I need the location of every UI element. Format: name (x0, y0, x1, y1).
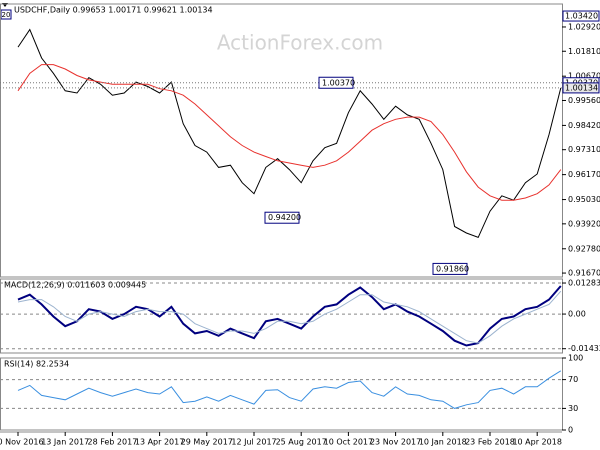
y-tick-label: 0.97310 (568, 145, 600, 154)
y-tick-label: 0.98420 (568, 121, 600, 130)
y-tick-label: 1.00670 (568, 72, 600, 81)
x-tick-label: 12 Jul 2017 (231, 438, 276, 447)
x-tick-label: 29 May 2017 (181, 438, 233, 447)
annotation-label: 1.00370 (322, 78, 355, 87)
y-tick-label: -0.014322 (568, 344, 600, 353)
annotation-label: 0.94200 (268, 213, 301, 222)
y-tick-label: 0.00 (568, 310, 586, 319)
x-tick-label: 13 Apr 2017 (135, 438, 184, 447)
y-tick-label: 0.95030 (568, 195, 600, 204)
x-tick-label: 10 Oct 2017 (324, 438, 373, 447)
y-tick-label: 0 (568, 426, 573, 435)
annotation-box (318, 76, 354, 89)
panel-title: USDCHF,Daily 0.99653 1.00171 0.99621 1.0… (14, 6, 213, 15)
y-tick-label: 0.96170 (568, 170, 600, 179)
x-tick-label: 23 Feb 2018 (465, 438, 515, 447)
y-tick-label: 1.01810 (568, 47, 600, 56)
price-marker-box (562, 10, 600, 22)
panel-title: MACD(12,26,9) 0.011603 0.009445 (4, 281, 146, 290)
annotation-label: 0.91860 (436, 264, 469, 273)
series-line (17, 370, 562, 409)
panel-border (0, 3, 563, 278)
panel-title: RSI(14) 82.2534 (4, 360, 69, 369)
x-tick-label: 30 Nov 2016 (0, 438, 44, 447)
y-tick-label: 100 (568, 354, 583, 363)
y-tick-label: 0.91670 (568, 269, 600, 278)
price-marker-label: 1.03420 (565, 12, 598, 21)
price-marker-box (562, 82, 600, 94)
x-tick-label: 10 Apr 2018 (512, 438, 561, 447)
panel-border (0, 357, 563, 431)
corner-label: 20 (2, 11, 11, 19)
x-tick-label: 23 Nov 2017 (370, 438, 421, 447)
y-tick-label: 70 (568, 375, 578, 384)
x-tick-label: 10 Jan 2018 (419, 438, 467, 447)
y-tick-label: 0.99560 (568, 96, 600, 105)
y-tick-label: 0.012837 (568, 279, 600, 288)
x-tick-label: 28 Feb 2017 (88, 438, 138, 447)
series-line (17, 64, 562, 201)
y-tick-label: 0.93920 (568, 219, 600, 228)
y-tick-label: 1.02920 (568, 22, 600, 31)
x-tick-label: 13 Jan 2017 (41, 438, 89, 447)
price-marker-label: 1.00134 (565, 83, 598, 92)
series-line (17, 285, 562, 347)
annotation-box (264, 211, 300, 224)
panel-border (0, 278, 563, 354)
y-tick-label: 0.92780 (568, 244, 600, 253)
series-line (17, 290, 562, 344)
y-tick-label: 30 (568, 404, 578, 413)
watermark: ActionForex.com (217, 31, 383, 55)
series-line (17, 28, 562, 239)
x-tick-label: 25 Aug 2017 (276, 438, 327, 447)
annotation-box (432, 262, 468, 275)
